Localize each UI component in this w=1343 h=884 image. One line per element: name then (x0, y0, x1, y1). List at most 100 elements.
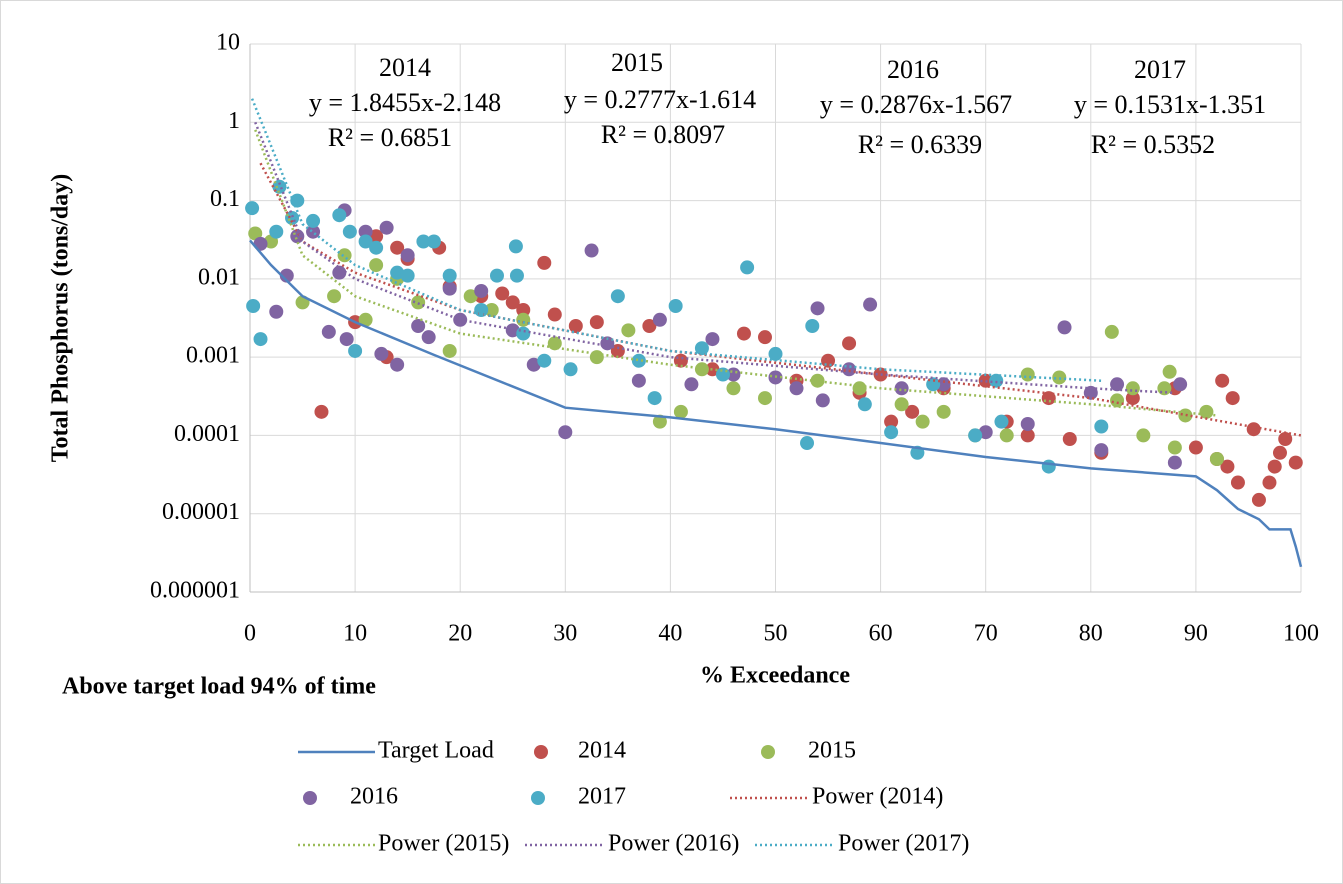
x-tick-label: 100 (1283, 621, 1319, 647)
point (516, 303, 531, 318)
point (416, 234, 431, 249)
point (1125, 381, 1140, 396)
x-tick-label: 20 (448, 621, 472, 647)
point (374, 346, 389, 361)
point (789, 381, 804, 396)
legend-marker (761, 745, 775, 759)
point (589, 315, 604, 330)
x-tick-label: 50 (764, 621, 788, 647)
point (463, 289, 478, 304)
point (1220, 459, 1235, 474)
point (484, 303, 499, 318)
point (342, 224, 357, 239)
point (642, 318, 657, 333)
legend-label: 2016 (350, 784, 398, 810)
point (936, 404, 951, 419)
point (321, 324, 336, 339)
annotation: y = 0.1531x-1.351 (1074, 90, 1266, 119)
point (563, 362, 578, 377)
point (915, 414, 930, 429)
annotation: y = 1.8455x-2.148 (309, 88, 501, 117)
point (1125, 391, 1140, 406)
legend-label: 2014 (578, 738, 626, 764)
legend-label: Power (2016) (608, 831, 739, 857)
y-tick-label: 0.00001 (162, 499, 240, 525)
point (505, 295, 520, 310)
point (306, 213, 321, 228)
point (1209, 451, 1224, 466)
point (1278, 432, 1293, 447)
point (314, 404, 329, 419)
point (279, 268, 294, 283)
point (584, 243, 599, 258)
x-axis-title: % Exceedance (700, 663, 850, 689)
x-tick-label: 30 (553, 621, 577, 647)
point (1020, 367, 1035, 382)
point (358, 224, 373, 239)
point (894, 397, 909, 412)
x-tick-label: 40 (658, 621, 682, 647)
legend-marker (534, 745, 548, 759)
point (863, 297, 878, 312)
point (568, 318, 583, 333)
point (537, 353, 552, 368)
legend-marker (531, 791, 545, 805)
x-tick-label: 70 (974, 621, 998, 647)
point (495, 286, 510, 301)
point (1057, 320, 1072, 335)
annotation: R² = 0.5352 (1091, 130, 1215, 159)
point (332, 208, 347, 223)
point (390, 357, 405, 372)
point (1157, 381, 1172, 396)
line (249, 239, 1303, 568)
legend-label: 2017 (578, 784, 626, 810)
y-axis-title: Total Phosphorus (tons/day) (48, 174, 74, 463)
point (290, 193, 305, 208)
point (327, 289, 342, 304)
point (246, 299, 261, 314)
x-tick-label: 0 (244, 621, 256, 647)
point (652, 312, 667, 327)
legend-label: Power (2015) (378, 831, 509, 857)
point (537, 255, 552, 270)
y-tick-label: 0.000001 (150, 578, 240, 604)
point (800, 436, 815, 451)
point (306, 224, 321, 239)
point (358, 312, 373, 327)
legend-label: Target Load (378, 738, 494, 764)
point (884, 425, 899, 440)
point (968, 428, 983, 443)
point (508, 239, 523, 254)
point (740, 260, 755, 275)
point (248, 226, 263, 241)
point (526, 357, 541, 372)
point (489, 268, 504, 283)
point (421, 330, 436, 345)
point (369, 240, 384, 255)
point (857, 397, 872, 412)
point (337, 248, 352, 263)
point (1083, 385, 1098, 400)
point (442, 281, 457, 296)
point (1162, 364, 1177, 379)
legend-label: Power (2014) (812, 784, 943, 810)
point (369, 229, 384, 244)
annotation: Above target load 94% of time (62, 674, 376, 700)
point (1110, 377, 1125, 392)
point (905, 404, 920, 419)
point (516, 312, 531, 327)
point (815, 393, 830, 408)
point (757, 330, 772, 345)
point (894, 381, 909, 396)
y-tick-label: 0.0001 (174, 421, 240, 447)
point (1020, 428, 1035, 443)
point (999, 428, 1014, 443)
legend-marker (303, 791, 317, 805)
point (1272, 445, 1287, 460)
point (652, 414, 667, 429)
annotation: y = 0.2777x-1.614 (564, 85, 756, 114)
point (1262, 475, 1277, 490)
point (358, 234, 373, 249)
